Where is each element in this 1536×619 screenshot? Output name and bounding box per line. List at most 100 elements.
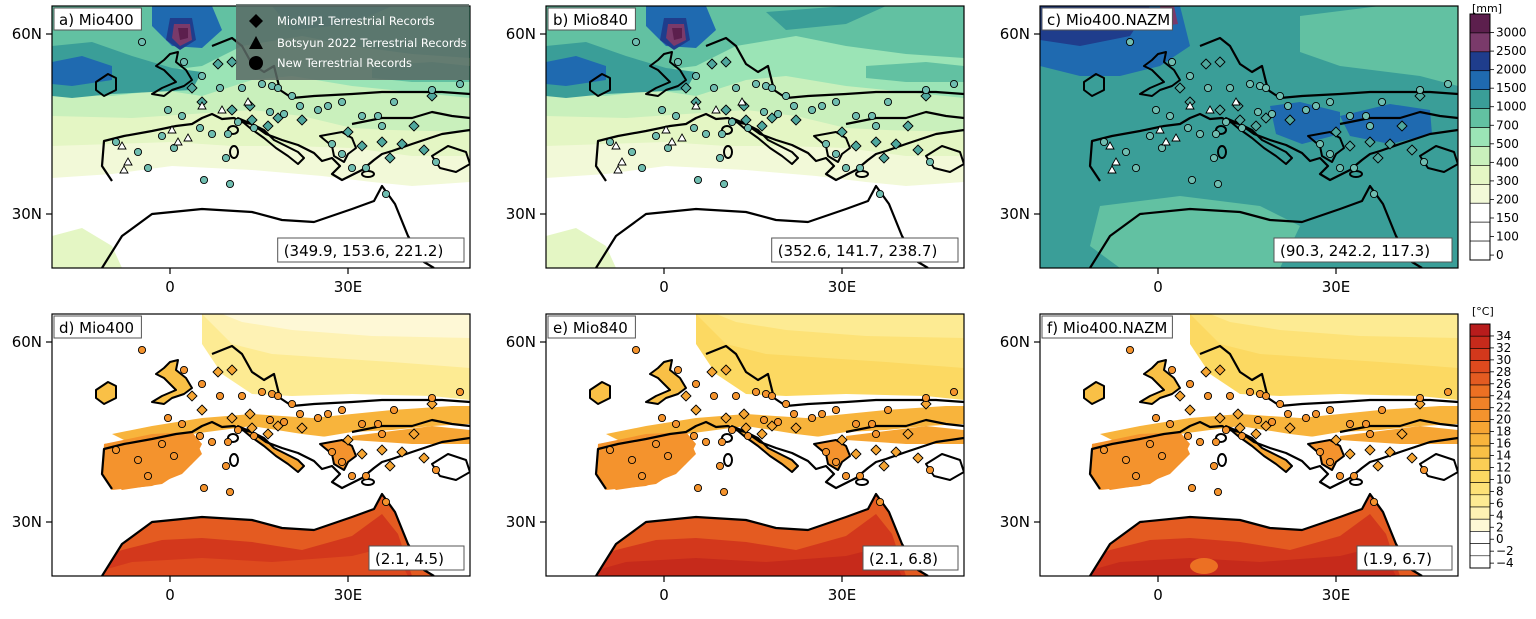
sea-mask — [1040, 426, 1458, 576]
circle-record-marker — [719, 179, 729, 189]
circle-record-marker — [163, 105, 173, 115]
circle-record-marker — [287, 91, 297, 101]
circle-record-marker — [921, 85, 931, 95]
circle-record-marker — [807, 105, 817, 115]
coastline — [1083, 381, 1105, 405]
coastline — [151, 51, 193, 97]
circle-record-marker — [743, 431, 753, 441]
coastline — [925, 453, 964, 481]
triangle-record-marker — [1185, 101, 1195, 110]
diamond-record-marker — [706, 58, 718, 70]
circle-record-marker — [631, 37, 641, 47]
diamond-record-marker — [418, 452, 430, 464]
diamond-record-marker — [890, 138, 902, 150]
diamond-record-marker — [878, 460, 890, 472]
diamond-record-marker — [720, 104, 732, 116]
circle-record-marker — [373, 419, 383, 429]
circle-record-marker — [841, 163, 851, 173]
coastline — [95, 73, 117, 97]
field-band — [222, 314, 470, 338]
coastline — [1225, 117, 1293, 165]
coastline — [1088, 420, 1458, 490]
diamond-record-marker — [912, 144, 924, 156]
circle-record-marker — [389, 97, 399, 107]
coastline — [1199, 36, 1458, 100]
triangle-record-marker — [737, 97, 747, 106]
diamond-record-marker — [226, 56, 238, 68]
circle-record-marker — [431, 465, 441, 475]
circle-record-marker — [1125, 345, 1135, 355]
circle-record-marker — [337, 149, 347, 159]
circle-record-marker — [1349, 163, 1359, 173]
lat-tick-label: 30N — [12, 205, 42, 223]
circle-record-marker — [759, 415, 769, 425]
colorbar-tick-label: 6 — [1496, 496, 1504, 510]
diamond-record-marker — [226, 364, 238, 376]
field-band — [52, 228, 122, 268]
circle-record-marker — [207, 129, 217, 139]
lat-tick-label: 60N — [12, 25, 42, 43]
field-band — [546, 56, 606, 86]
lon-tick-label: 30E — [1322, 278, 1351, 296]
circle-record-marker — [455, 79, 465, 89]
circle-record-marker — [1185, 379, 1195, 389]
panel-frame — [1039, 313, 1459, 577]
diamond-record-marker — [1372, 152, 1384, 164]
diamond-record-marker — [226, 104, 238, 116]
triangle-record-marker — [1231, 97, 1241, 106]
stats-value: (352.6, 141.7, 238.7) — [778, 242, 938, 260]
diamond-record-marker — [1250, 428, 1262, 440]
colorbar-swatch — [1469, 372, 1491, 386]
circle-record-marker — [1225, 83, 1235, 93]
triangle-record-marker — [1205, 105, 1215, 114]
circle-record-marker — [663, 143, 673, 153]
circle-record-marker — [111, 445, 121, 455]
coastline — [100, 420, 470, 490]
circle-record-marker — [323, 409, 333, 419]
triangle-record-marker — [711, 105, 721, 114]
field-band — [672, 28, 682, 40]
circle-record-marker — [257, 387, 267, 397]
circle-record-marker — [1213, 487, 1223, 497]
circle-record-marker — [871, 429, 881, 439]
diamond-record-marker — [790, 422, 802, 434]
circle-record-marker — [1325, 149, 1335, 159]
circle-record-marker — [1261, 391, 1271, 401]
circle-record-marker — [831, 149, 841, 159]
diamond-record-marker — [396, 138, 408, 150]
circle-record-marker — [313, 105, 323, 115]
coastline — [95, 381, 117, 405]
circle-record-marker — [851, 111, 861, 121]
diamond-record-marker — [1200, 58, 1212, 70]
circle-record-marker — [1245, 79, 1255, 89]
colorbar-frame — [1469, 13, 1491, 261]
coastline — [723, 145, 733, 159]
colorbar-swatch — [1469, 494, 1491, 508]
diamond-record-marker — [408, 120, 420, 132]
circle-record-marker — [179, 365, 189, 375]
legend-label: New Terrestrial Records — [277, 56, 412, 70]
circle-record-marker — [295, 409, 305, 419]
colorbar-tick-label: −2 — [1496, 544, 1514, 558]
circle-record-marker — [1151, 105, 1161, 115]
legend-entry-triangle: Botsyun 2022 Terrestrial Records — [249, 36, 467, 50]
coastline — [101, 184, 435, 268]
circle-record-marker — [789, 409, 799, 419]
field-band — [546, 42, 696, 98]
stats-value: (2.1, 4.5) — [375, 550, 444, 568]
circle-record-marker — [605, 137, 615, 147]
triangle-marker-icon — [249, 36, 263, 49]
circle-record-marker — [361, 163, 371, 173]
circle-record-marker — [199, 175, 209, 185]
circle-record-marker — [273, 391, 283, 401]
circle-record-marker — [163, 413, 173, 423]
circle-record-marker — [1203, 83, 1213, 93]
coastline — [705, 36, 964, 100]
coastline — [589, 381, 611, 405]
circle-record-marker — [693, 483, 703, 493]
diamond-record-marker — [1330, 434, 1342, 446]
coastline — [595, 184, 929, 268]
triangle-record-marker — [617, 157, 627, 166]
circle-record-marker — [789, 101, 799, 111]
stats-box — [771, 237, 959, 263]
